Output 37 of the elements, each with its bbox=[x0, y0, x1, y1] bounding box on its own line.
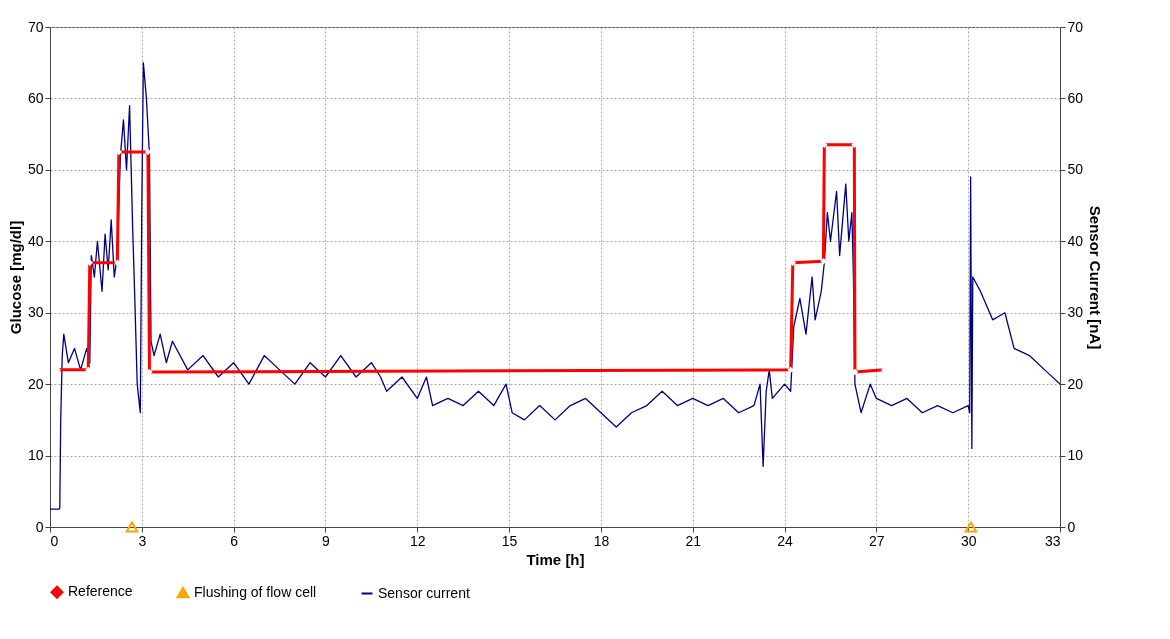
x-tick-label: 18 bbox=[593, 532, 610, 549]
x-tick-label: 33 bbox=[1044, 532, 1061, 549]
y-axis-title: Glucose [mg/dl] bbox=[6, 220, 24, 335]
y2-tick-label: 50 bbox=[1067, 161, 1084, 178]
y-tick-label: 50 bbox=[27, 161, 44, 178]
x-axis-title: Time [h] bbox=[526, 550, 585, 568]
x-tick-label: 3 bbox=[138, 532, 147, 549]
line-series bbox=[50, 62, 1060, 510]
y2-tick-label: 0 bbox=[1067, 518, 1076, 535]
y-tick-label: 0 bbox=[35, 518, 44, 535]
point bbox=[125, 521, 139, 533]
x-tick-label: 12 bbox=[409, 532, 426, 549]
y-tick-label: 70 bbox=[27, 18, 44, 35]
legend-label: Flushing of flow cell bbox=[194, 583, 317, 600]
y-tick-label: 30 bbox=[27, 304, 44, 321]
x-tick-label: 27 bbox=[869, 532, 885, 549]
x-tick-label: 9 bbox=[322, 532, 331, 549]
legend-label: Sensor current bbox=[378, 584, 470, 601]
y2-axis-title: Sensor Current [nA] bbox=[1087, 205, 1105, 350]
y-tick-label: 40 bbox=[27, 232, 44, 249]
x-tick-label: 0 bbox=[50, 532, 59, 549]
y2-tick-label: 70 bbox=[1067, 18, 1084, 35]
y2-tick-label: 10 bbox=[1067, 447, 1084, 464]
y-tick-label: 60 bbox=[27, 89, 44, 106]
y2-tick-label: 60 bbox=[1067, 89, 1084, 106]
y2-tick-label: 40 bbox=[1067, 232, 1084, 249]
x-tick-label: 30 bbox=[960, 532, 977, 549]
x-tick-label: 15 bbox=[501, 532, 518, 549]
y-tick-label: 10 bbox=[27, 447, 44, 464]
x-tick-label: 21 bbox=[685, 532, 702, 549]
y2-tick-label: 30 bbox=[1067, 304, 1084, 321]
point bbox=[964, 521, 978, 533]
x-tick-label: 24 bbox=[777, 532, 794, 549]
y2-tick-label: 20 bbox=[1067, 375, 1084, 392]
x-tick-label: 6 bbox=[230, 532, 239, 549]
y-tick-label: 20 bbox=[27, 375, 44, 392]
legend-label: Reference bbox=[68, 583, 133, 600]
